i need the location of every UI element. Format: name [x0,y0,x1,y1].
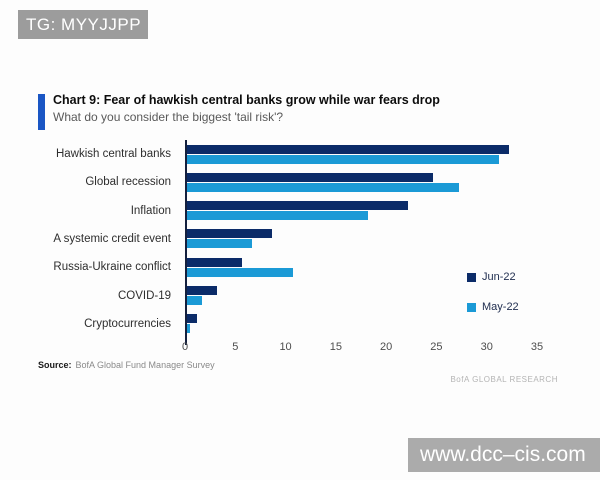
legend-item-jun-22: Jun-22 [467,271,519,283]
title-accent-bar [38,94,45,130]
bar-jun-22-hawkish-central-banks [187,144,509,154]
category-label-a-systemic-credit-event: A systemic credit event [53,232,171,245]
bar-may-22-russia-ukraine-conflict [187,267,293,277]
bar-may-22-global-recession [187,182,459,192]
x-tick-label-20: 20 [380,341,393,353]
x-tick-label-15: 15 [329,341,342,353]
bar-jun-22-global-recession [187,172,434,182]
chart-title: Chart 9: Fear of hawkish central banks g… [53,93,440,107]
bar-may-22-covid-19 [187,296,203,306]
category-label-covid-19: COVID-19 [117,289,171,302]
x-tick-label-10: 10 [279,341,292,353]
bar-jun-22-inflation [187,201,409,211]
bar-jun-22-a-systemic-credit-event [187,229,273,239]
bar-group-inflation [187,197,539,225]
bar-jun-22-russia-ukraine-conflict [187,257,243,267]
bar-jun-22-covid-19 [187,286,218,296]
watermark-top-left: TG: MYYJJPP [18,10,148,39]
legend-swatch-icon [467,272,476,282]
source-line: Source: BofA Global Fund Manager Survey [38,360,215,370]
legend-label: May-22 [482,301,519,313]
bar-group-covid-19 [187,281,539,309]
x-tick-label-35: 35 [530,341,544,353]
watermark-bottom-right: www.dcc–cis.com [408,438,600,472]
x-tick-label-5: 5 [232,341,239,353]
bar-may-22-a-systemic-credit-event [187,239,253,249]
bar-group-a-systemic-credit-event [187,225,539,253]
bar-group-cryptocurrencies [187,310,539,338]
category-labels: Hawkish central banks Global recession Inf… [28,140,178,338]
bar-jun-22-cryptocurrencies [187,314,198,324]
bar-group-global-recession [187,168,539,196]
x-tick-label-0: 0 [181,341,189,353]
bar-may-22-inflation [187,211,369,221]
brand-text: BofA GLOBAL RESEARCH [450,375,558,384]
x-tick-label-25: 25 [430,341,443,353]
legend-label: Jun-22 [482,271,516,283]
chart-subtitle: What do you consider the biggest 'tail r… [53,110,284,124]
x-axis-zero-tick [185,338,187,345]
bar-may-22-cryptocurrencies [187,324,191,334]
x-tick-label-30: 30 [480,341,493,353]
header: Chart 9: Fear of hawkish central banks g… [53,91,553,125]
legend-swatch-icon [467,302,476,312]
bar-group-hawkish-central-banks [187,140,539,168]
plot-area [185,140,539,345]
source-label: Source: [38,360,72,370]
category-label-global-recession: Global recession [85,176,171,189]
bar-group-russia-ukraine-conflict [187,253,539,281]
bar-may-22-hawkish-central-banks [187,154,499,164]
legend: Jun-22 May-22 [467,271,519,331]
source-text: BofA Global Fund Manager Survey [75,360,215,370]
category-label-hawkish-central-banks: Hawkish central banks [55,148,171,161]
category-label-inflation: Inflation [130,204,171,217]
legend-item-may-22: May-22 [467,301,519,313]
x-axis: 0 5 10 15 20 25 30 35 [181,341,543,355]
category-label-russia-ukraine-conflict: Russia-Ukraine conflict [53,261,171,274]
category-label-cryptocurrencies: Cryptocurrencies [84,317,171,330]
